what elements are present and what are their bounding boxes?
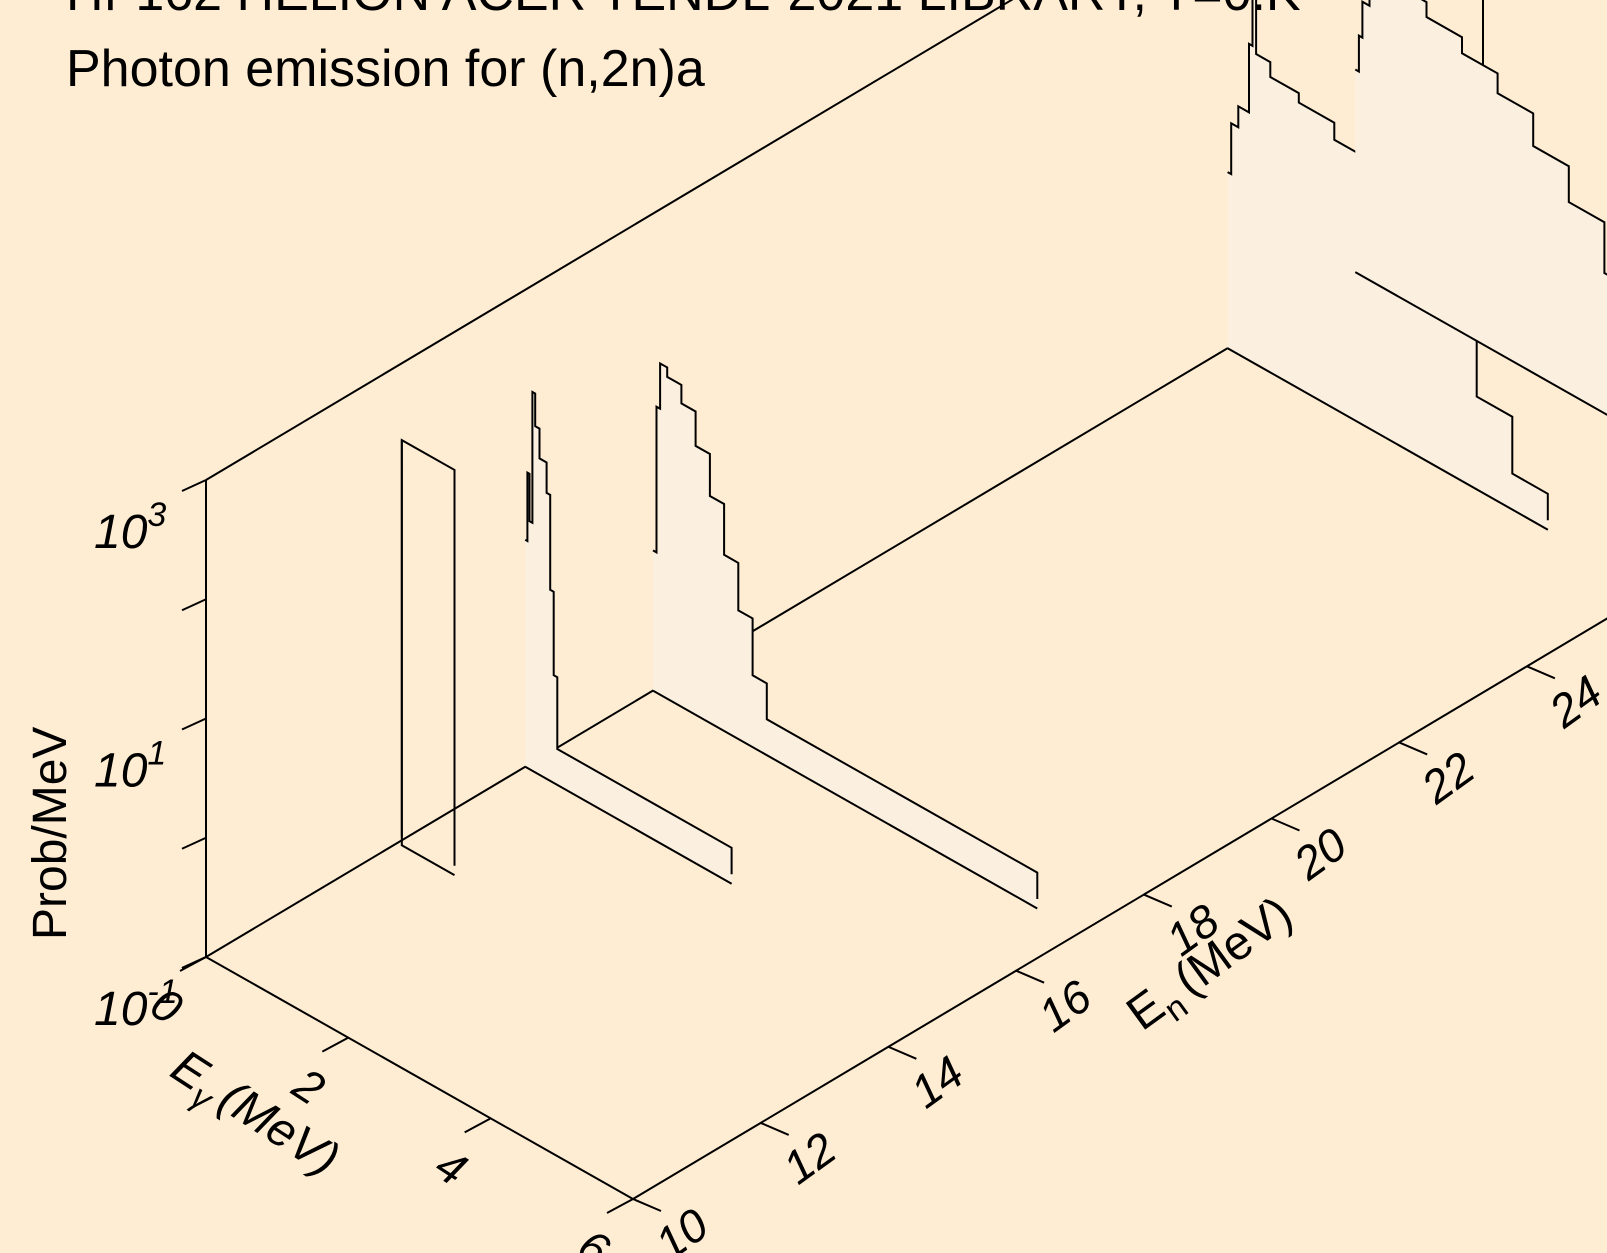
trace-base-en-26 xyxy=(1227,347,1549,531)
z-axis-label: Prob/MeV xyxy=(24,727,77,940)
trace-base-en-17 xyxy=(652,689,1038,910)
x-tick-mark-4 xyxy=(464,1117,492,1134)
x-tick-label-6: 6 xyxy=(569,1219,619,1253)
z-tick-mark-floor xyxy=(181,956,207,969)
y-tick-label-10: 10 xyxy=(646,1198,718,1253)
trace-line-en-26 xyxy=(1227,0,1549,521)
z-tick-mark-1 xyxy=(181,836,207,850)
x-tick-mark-6 xyxy=(606,1198,634,1214)
z-tick-exponent: -1 xyxy=(147,973,177,1011)
z-tick-mark-10 xyxy=(181,717,207,731)
trace-fill-en-28 xyxy=(1355,0,1607,415)
chart-subtitle: Photon emission for (n,2n)a xyxy=(66,40,705,98)
svg-text:En(MeV): En(MeV) xyxy=(1117,887,1307,1049)
z-tick-mark-100 xyxy=(181,598,207,612)
y-tick-mark-18 xyxy=(1143,893,1173,908)
trace-base-en-13 xyxy=(400,843,455,876)
chart-title: Hf-162 HELION ACER TENDL-2021 LIBRARY, T… xyxy=(66,0,1301,22)
trace-line-en-28 xyxy=(1354,0,1607,276)
y-axis-line xyxy=(632,617,1607,1200)
back-left-top-edge xyxy=(205,0,1014,481)
trace-line-en-17 xyxy=(652,361,1039,899)
z-tick-base: 10 xyxy=(94,983,148,1036)
y-tick-mark-12 xyxy=(760,1121,790,1136)
y-axis-label: En(MeV) xyxy=(1117,887,1307,1049)
x-tick-label-4: 4 xyxy=(426,1138,476,1196)
z-tick-exponent: 3 xyxy=(147,496,166,534)
z-tick-label-3: 103 xyxy=(94,496,166,559)
y-tick-mark-14 xyxy=(888,1045,917,1060)
x-tick-mark-2 xyxy=(321,1036,349,1053)
trace-line-en-13 xyxy=(400,438,456,866)
trace-line-en-15 xyxy=(524,390,733,875)
z-tick-mark-1000 xyxy=(181,479,207,492)
trace-base-en-28 xyxy=(1354,271,1607,416)
y-tick-mark-24 xyxy=(1526,665,1556,680)
z-tick-base: 10 xyxy=(94,745,148,798)
x-axis-label-unit: (MeV) xyxy=(210,1071,348,1187)
tick-marks xyxy=(179,479,1556,1214)
y-tick-mark-16 xyxy=(1015,969,1045,984)
y-tick-mark-22 xyxy=(1398,741,1428,756)
z-tick-label--1: 10-1 xyxy=(94,973,178,1036)
y-tick-mark-10 xyxy=(632,1198,662,1212)
trace-base-en-15 xyxy=(524,765,733,885)
z-tick-label-1: 101 xyxy=(94,735,166,798)
data-traces xyxy=(400,0,1607,910)
trace-fill-en-17 xyxy=(653,363,1038,909)
z-tick-base: 10 xyxy=(94,506,148,559)
y-tick-mark-20 xyxy=(1271,817,1300,832)
x-axis-line xyxy=(205,956,634,1200)
z-tick-exponent: 1 xyxy=(147,735,166,773)
